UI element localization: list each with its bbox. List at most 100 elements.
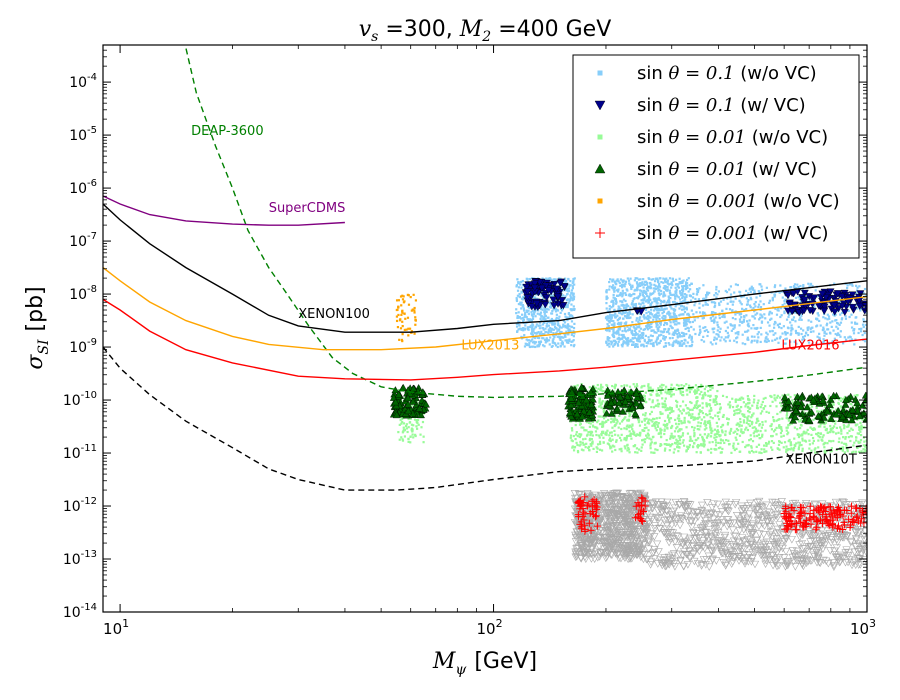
scatter-point bbox=[760, 403, 763, 406]
scatter-point bbox=[783, 441, 787, 444]
scatter-point bbox=[613, 390, 616, 393]
scatter-point bbox=[520, 313, 524, 316]
scatter-point bbox=[747, 324, 750, 327]
scatter-point bbox=[686, 432, 690, 435]
scatter-point bbox=[612, 296, 615, 299]
scatter-point bbox=[605, 302, 608, 305]
scatter-point bbox=[630, 340, 633, 343]
scatter-point bbox=[794, 320, 797, 323]
scatter-point bbox=[686, 341, 689, 344]
scatter-point bbox=[600, 430, 604, 433]
scatter-point bbox=[662, 384, 665, 387]
scatter-point bbox=[529, 340, 532, 343]
scatter-point bbox=[776, 309, 779, 312]
scatter-point bbox=[826, 322, 829, 325]
scatter-point bbox=[750, 445, 753, 448]
scatter-point bbox=[649, 334, 652, 337]
scatter-point bbox=[693, 404, 697, 407]
scatter-point bbox=[645, 300, 648, 303]
scatter-point bbox=[534, 336, 537, 340]
scatter-point bbox=[850, 427, 853, 430]
scatter-point bbox=[676, 417, 679, 420]
scatter-point bbox=[780, 314, 783, 317]
scatter-point bbox=[569, 284, 572, 287]
scatter-point bbox=[675, 314, 678, 318]
scatter-point bbox=[663, 449, 667, 452]
scatter-point bbox=[782, 342, 786, 345]
scatter-point bbox=[690, 309, 693, 312]
scatter-point bbox=[615, 301, 618, 304]
scatter-point bbox=[547, 308, 550, 311]
scatter-point bbox=[864, 449, 867, 453]
scatter-point bbox=[761, 400, 764, 404]
scatter-point bbox=[627, 446, 630, 450]
scatter-point bbox=[613, 297, 617, 300]
scatter-point bbox=[831, 320, 834, 323]
scatter-point bbox=[809, 426, 812, 429]
scatter-point bbox=[681, 285, 684, 288]
scatter-point bbox=[682, 287, 685, 290]
scatter-point bbox=[815, 342, 818, 345]
scatter-point bbox=[669, 408, 672, 411]
scatter-point bbox=[784, 338, 787, 341]
scatter-point bbox=[681, 441, 684, 444]
scatter-point bbox=[609, 431, 612, 434]
scatter-point bbox=[780, 427, 783, 431]
scatter-point bbox=[617, 331, 620, 334]
scatter-point bbox=[613, 506, 622, 515]
scatter-point bbox=[564, 339, 567, 342]
scatter-point bbox=[855, 439, 858, 442]
scatter-point bbox=[548, 330, 551, 333]
scatter-point bbox=[614, 448, 617, 452]
scatter-point bbox=[713, 320, 716, 323]
scatter-point bbox=[839, 300, 842, 303]
scatter-point bbox=[609, 439, 612, 442]
scatter-point bbox=[520, 307, 523, 310]
scatter-point bbox=[670, 395, 673, 398]
scatter-point bbox=[556, 309, 560, 312]
scatter-point bbox=[622, 493, 632, 502]
scatter-point bbox=[628, 451, 631, 454]
scatter-point bbox=[755, 421, 758, 424]
scatter-point bbox=[628, 340, 632, 343]
scatter-point bbox=[840, 432, 843, 435]
scatter-point bbox=[597, 415, 600, 418]
scatter-point bbox=[811, 284, 814, 288]
scatter-point bbox=[544, 314, 547, 318]
scatter-point bbox=[702, 335, 705, 338]
scatter-point bbox=[651, 399, 654, 402]
scatter-point bbox=[569, 296, 573, 299]
scatter-point bbox=[771, 330, 774, 333]
scatter-point bbox=[629, 328, 632, 331]
scatter-point bbox=[812, 439, 815, 443]
scatter-point bbox=[584, 446, 587, 449]
scatter-point bbox=[710, 431, 713, 435]
scatter-point bbox=[823, 446, 826, 449]
scatter-point bbox=[773, 394, 776, 397]
scatter-point bbox=[660, 280, 663, 284]
scatter-point bbox=[651, 388, 655, 391]
scatter-point bbox=[653, 300, 656, 303]
scatter-point bbox=[707, 433, 710, 436]
scatter-point bbox=[629, 499, 638, 508]
scatter-point bbox=[611, 420, 614, 423]
scatter-point bbox=[726, 297, 729, 300]
scatter-point bbox=[401, 417, 404, 421]
scatter-point bbox=[660, 386, 663, 389]
scatter-point bbox=[625, 439, 628, 442]
scatter-point bbox=[589, 541, 599, 550]
scatter-point bbox=[678, 442, 681, 445]
scatter-point bbox=[664, 447, 667, 450]
scatter-point bbox=[764, 317, 767, 320]
scatter-point bbox=[615, 289, 618, 292]
scatter-point bbox=[701, 406, 704, 409]
scatter-point bbox=[718, 316, 721, 320]
scatter-point bbox=[714, 312, 717, 315]
scatter-point bbox=[663, 429, 666, 432]
scatter-point bbox=[524, 314, 527, 317]
scatter-point bbox=[601, 503, 610, 511]
scatter-point bbox=[814, 447, 817, 450]
scatter-point bbox=[581, 555, 590, 563]
scatter-point bbox=[607, 342, 611, 345]
scatter-point bbox=[701, 435, 704, 439]
